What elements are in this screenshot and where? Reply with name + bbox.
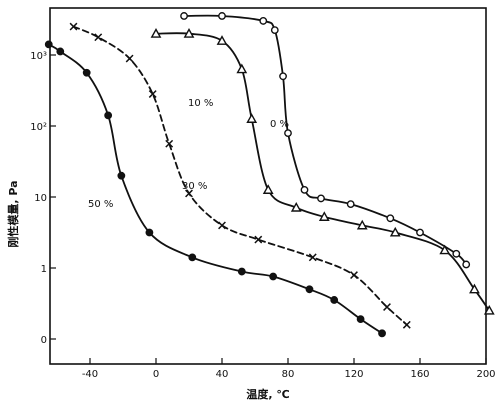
series-label-0pct: 0 % xyxy=(270,119,289,130)
data-point-10pct xyxy=(246,113,258,123)
x-tick-label: 160 xyxy=(410,369,429,380)
data-point-10pct xyxy=(236,63,248,74)
data-point-0pct xyxy=(346,200,355,209)
data-point-30pct xyxy=(148,90,157,98)
y-tick-label: 10³ xyxy=(30,51,47,62)
data-point-0pct xyxy=(284,129,292,138)
data-point-50pct xyxy=(188,253,197,262)
y-tick-label: 10² xyxy=(30,122,47,133)
data-point-0pct xyxy=(317,194,325,203)
data-point-0pct xyxy=(300,185,309,194)
data-point-10pct xyxy=(318,211,330,221)
data-point-50pct xyxy=(378,329,386,338)
series-line-50pct xyxy=(47,43,383,335)
data-point-30pct xyxy=(185,189,193,198)
data-point-50pct xyxy=(82,68,91,77)
data-point-0pct xyxy=(386,214,395,223)
data-point-50pct xyxy=(305,285,314,294)
data-point-10pct xyxy=(439,244,451,255)
data-point-30pct xyxy=(402,320,411,329)
data-point-30pct xyxy=(383,303,391,311)
data-point-0pct xyxy=(462,260,471,269)
data-point-10pct xyxy=(150,28,162,38)
y-tick-label: 1 xyxy=(41,264,47,275)
x-tick-label: 0 xyxy=(153,369,159,380)
data-point-10pct xyxy=(469,283,480,294)
x-tick-label: 80 xyxy=(282,369,295,380)
data-point-30pct xyxy=(165,139,174,148)
data-point-50pct xyxy=(356,315,365,324)
data-point-30pct xyxy=(254,235,263,244)
x-tick-label: 200 xyxy=(476,369,495,380)
data-point-30pct xyxy=(218,221,226,230)
data-point-30pct xyxy=(94,33,103,42)
series-labels: 0 % 10 % 30 % 50 % xyxy=(88,98,289,210)
data-point-10pct xyxy=(356,219,368,230)
data-point-0pct xyxy=(180,12,188,20)
plot-frame xyxy=(49,7,487,365)
series-label-30pct: 30 % xyxy=(182,181,207,192)
data-point-30pct xyxy=(308,253,317,262)
data-point-30pct xyxy=(125,54,134,63)
data-point-30pct xyxy=(350,271,358,280)
data-point-0pct xyxy=(279,72,287,81)
series-markers xyxy=(44,12,495,338)
data-point-30pct xyxy=(69,22,78,31)
data-point-0pct xyxy=(416,228,424,237)
data-point-10pct xyxy=(262,184,274,194)
data-point-0pct xyxy=(270,26,279,35)
data-point-0pct xyxy=(259,17,268,25)
data-point-10pct xyxy=(483,304,495,315)
data-point-0pct xyxy=(218,12,226,20)
data-point-50pct xyxy=(44,40,53,49)
series-curves xyxy=(47,14,491,335)
series-label-50pct: 50 % xyxy=(88,199,113,210)
x-tick-label: 120 xyxy=(344,369,363,380)
data-point-50pct xyxy=(104,111,113,120)
y-axis-label: 刚性模量, Pa xyxy=(6,180,20,247)
series-line-10pct xyxy=(155,32,491,312)
data-point-50pct xyxy=(330,296,339,304)
x-tick-label: 40 xyxy=(216,369,229,380)
data-point-0pct xyxy=(452,249,461,258)
data-point-10pct xyxy=(290,202,302,212)
data-point-10pct xyxy=(389,226,401,237)
x-axis-label: 温度, ℃ xyxy=(246,387,289,401)
data-point-50pct xyxy=(237,267,246,276)
series-label-10pct: 10 % xyxy=(188,98,213,109)
data-point-50pct xyxy=(56,47,65,56)
data-point-50pct xyxy=(145,228,154,237)
data-point-10pct xyxy=(183,28,195,38)
data-point-10pct xyxy=(216,35,228,45)
data-point-50pct xyxy=(117,171,126,180)
y-tick-label: 10 xyxy=(34,193,47,204)
y-tick-label: 0 xyxy=(41,335,47,346)
axis-ticks xyxy=(50,54,487,364)
x-tick-label: -40 xyxy=(82,369,98,380)
data-point-50pct xyxy=(269,272,278,281)
axis-tick-labels: -400408012016020024010³10²1010 xyxy=(30,51,495,380)
